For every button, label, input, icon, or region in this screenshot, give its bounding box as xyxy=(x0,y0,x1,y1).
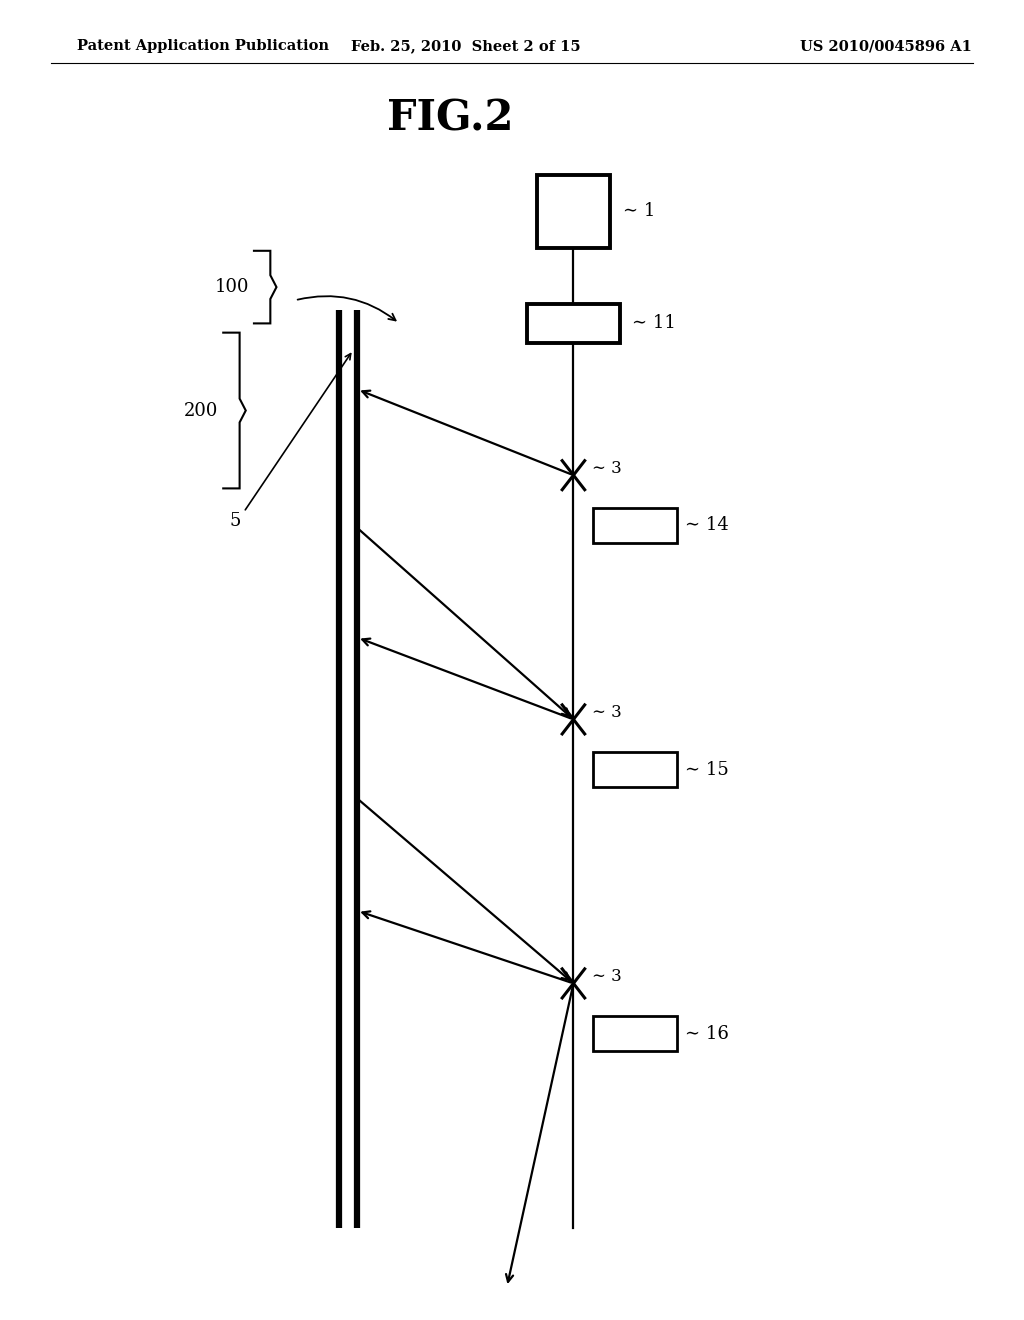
Text: US 2010/0045896 A1: US 2010/0045896 A1 xyxy=(800,40,972,53)
Bar xyxy=(593,508,677,543)
Bar xyxy=(593,752,677,787)
Bar xyxy=(593,1016,677,1051)
Text: 5: 5 xyxy=(229,512,241,531)
Text: ∼ 11: ∼ 11 xyxy=(632,314,676,333)
Text: FIG.2: FIG.2 xyxy=(387,98,514,140)
Bar xyxy=(537,174,610,248)
Text: Patent Application Publication: Patent Application Publication xyxy=(77,40,329,53)
Text: ∼ 3: ∼ 3 xyxy=(592,705,622,721)
Text: ∼ 14: ∼ 14 xyxy=(685,516,729,535)
Text: ∼ 1: ∼ 1 xyxy=(623,202,655,220)
Text: 200: 200 xyxy=(183,401,218,420)
Bar xyxy=(527,304,620,343)
Text: ∼ 15: ∼ 15 xyxy=(685,760,729,779)
Text: 100: 100 xyxy=(214,279,249,296)
Text: ∼ 16: ∼ 16 xyxy=(685,1024,729,1043)
Text: ∼ 3: ∼ 3 xyxy=(592,969,622,985)
Text: Feb. 25, 2010  Sheet 2 of 15: Feb. 25, 2010 Sheet 2 of 15 xyxy=(351,40,581,53)
Text: ∼ 3: ∼ 3 xyxy=(592,461,622,477)
